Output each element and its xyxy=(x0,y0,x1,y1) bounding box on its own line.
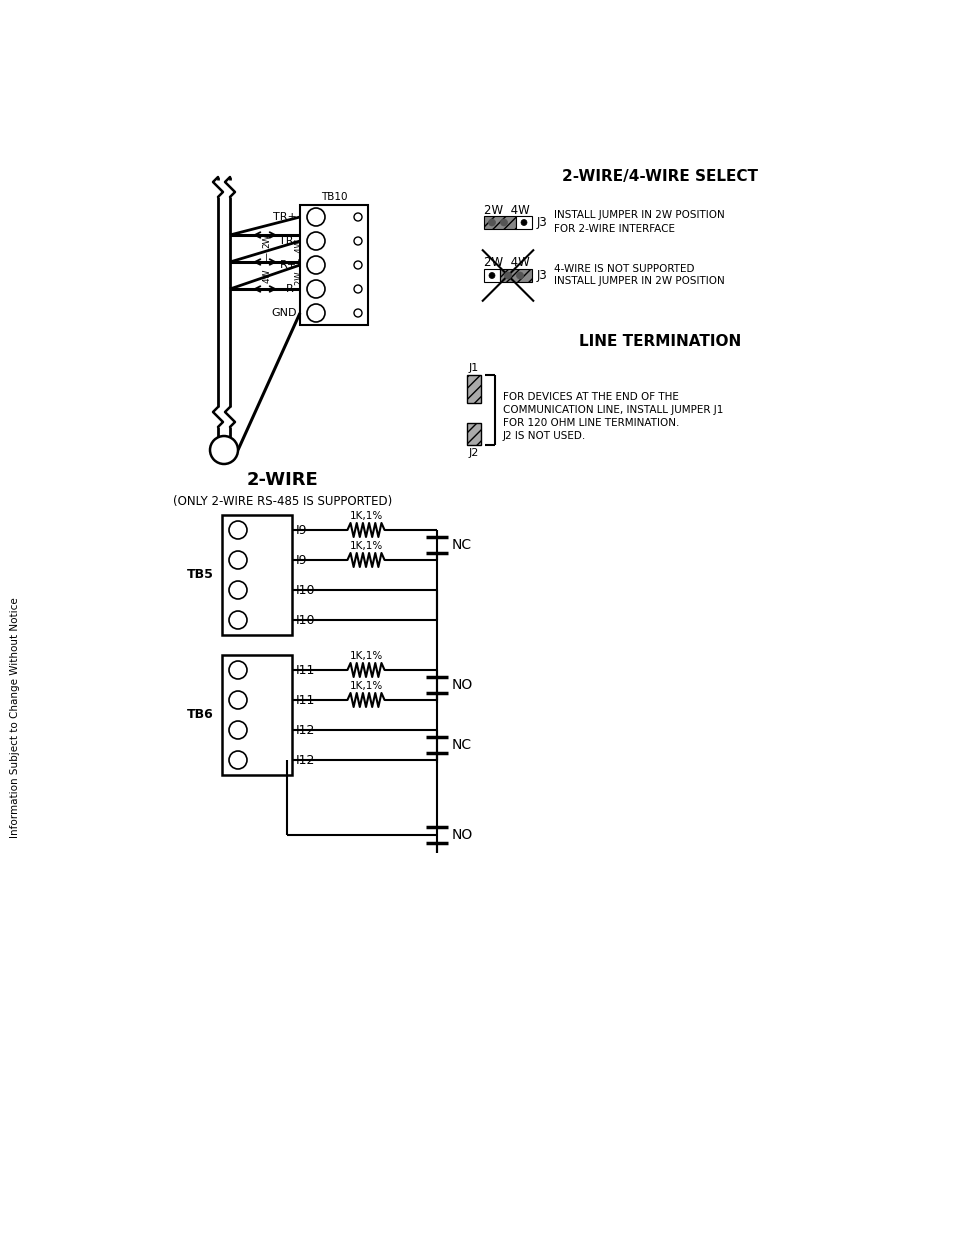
Circle shape xyxy=(229,751,247,769)
Text: FOR 120 OHM LINE TERMINATION.: FOR 120 OHM LINE TERMINATION. xyxy=(502,417,679,429)
Bar xyxy=(222,515,292,635)
Text: I11: I11 xyxy=(295,663,315,677)
Circle shape xyxy=(488,219,495,226)
Circle shape xyxy=(229,521,247,538)
Text: LINE TERMINATION: LINE TERMINATION xyxy=(578,335,740,350)
Text: 1K,1%: 1K,1% xyxy=(349,651,382,661)
Text: 2-WIRE/4-WIRE SELECT: 2-WIRE/4-WIRE SELECT xyxy=(561,169,758,184)
Text: R+: R+ xyxy=(279,261,296,270)
Circle shape xyxy=(307,256,325,274)
Text: 4W: 4W xyxy=(262,268,272,283)
Bar xyxy=(516,216,532,228)
Circle shape xyxy=(229,661,247,679)
Text: 2W  —  4W: 2W — 4W xyxy=(295,240,304,285)
Circle shape xyxy=(500,219,507,226)
Text: I12: I12 xyxy=(295,724,315,736)
Text: I10: I10 xyxy=(295,614,315,626)
Text: J3: J3 xyxy=(537,269,547,282)
Text: Information Subject to Change Without Notice: Information Subject to Change Without No… xyxy=(10,598,20,837)
Bar xyxy=(467,424,480,445)
Circle shape xyxy=(354,212,361,221)
Bar xyxy=(299,205,368,325)
Circle shape xyxy=(229,721,247,739)
Text: NC: NC xyxy=(452,538,472,552)
Text: 4-WIRE IS NOT SUPPORTED: 4-WIRE IS NOT SUPPORTED xyxy=(554,263,694,273)
Text: I9: I9 xyxy=(295,553,307,567)
Text: 1K,1%: 1K,1% xyxy=(349,511,382,521)
Text: COMMUNICATION LINE, INSTALL JUMPER J1: COMMUNICATION LINE, INSTALL JUMPER J1 xyxy=(502,405,722,415)
Text: 2W: 2W xyxy=(262,233,272,248)
Text: TR+: TR+ xyxy=(273,212,296,222)
Text: NC: NC xyxy=(452,739,472,752)
Bar xyxy=(467,375,480,403)
Bar xyxy=(483,216,516,228)
Circle shape xyxy=(354,261,361,269)
Circle shape xyxy=(229,692,247,709)
Text: (ONLY 2-WIRE RS-485 IS SUPPORTED): (ONLY 2-WIRE RS-485 IS SUPPORTED) xyxy=(173,495,393,509)
Circle shape xyxy=(504,272,511,279)
Text: I12: I12 xyxy=(295,753,315,767)
Text: INSTALL JUMPER IN 2W POSITION: INSTALL JUMPER IN 2W POSITION xyxy=(554,277,724,287)
Circle shape xyxy=(307,232,325,249)
Circle shape xyxy=(229,580,247,599)
Circle shape xyxy=(354,237,361,245)
Text: R-: R- xyxy=(286,284,296,294)
Text: TB6: TB6 xyxy=(187,709,213,721)
Bar xyxy=(499,269,532,282)
Text: TB10: TB10 xyxy=(320,191,347,203)
Circle shape xyxy=(516,272,523,279)
Text: GND: GND xyxy=(272,308,296,317)
Text: 1K,1%: 1K,1% xyxy=(349,541,382,551)
Text: TR-: TR- xyxy=(278,236,296,246)
Text: NO: NO xyxy=(452,827,473,842)
Bar xyxy=(483,269,499,282)
Bar xyxy=(222,655,292,776)
Circle shape xyxy=(354,285,361,293)
Text: J1: J1 xyxy=(468,363,478,373)
Circle shape xyxy=(489,273,495,279)
Text: 2-WIRE: 2-WIRE xyxy=(247,471,318,489)
Text: 2W  4W: 2W 4W xyxy=(483,204,529,216)
Text: I11: I11 xyxy=(295,694,315,706)
Text: FOR 2-WIRE INTERFACE: FOR 2-WIRE INTERFACE xyxy=(554,224,675,233)
Text: J2: J2 xyxy=(468,448,478,458)
Text: J3: J3 xyxy=(537,216,547,228)
Text: INSTALL JUMPER IN 2W POSITION: INSTALL JUMPER IN 2W POSITION xyxy=(554,210,724,221)
Text: NO: NO xyxy=(452,678,473,692)
Circle shape xyxy=(210,436,237,464)
Text: 2W  4W: 2W 4W xyxy=(483,257,529,269)
Text: TB5: TB5 xyxy=(187,568,213,582)
Text: I9: I9 xyxy=(295,524,307,536)
Text: J2 IS NOT USED.: J2 IS NOT USED. xyxy=(502,431,586,441)
Circle shape xyxy=(229,551,247,569)
Circle shape xyxy=(520,220,526,226)
Text: FOR DEVICES AT THE END OF THE: FOR DEVICES AT THE END OF THE xyxy=(502,391,679,403)
Circle shape xyxy=(307,280,325,298)
Text: —: — xyxy=(262,252,272,261)
Text: 1K,1%: 1K,1% xyxy=(349,680,382,692)
Circle shape xyxy=(307,304,325,322)
Text: I10: I10 xyxy=(295,583,315,597)
Circle shape xyxy=(354,309,361,317)
Circle shape xyxy=(307,207,325,226)
Circle shape xyxy=(229,611,247,629)
